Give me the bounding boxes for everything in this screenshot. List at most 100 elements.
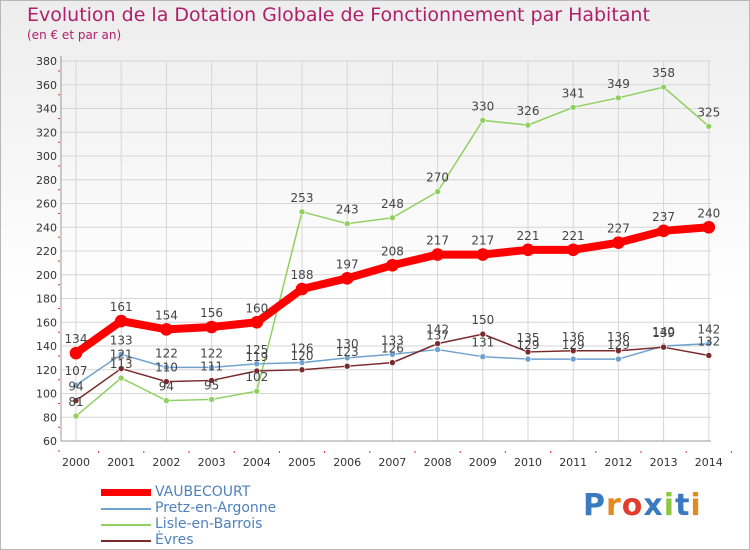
data-label: 243 [336, 203, 359, 217]
data-point-pretz-en-argonne [208, 364, 215, 371]
data-label: 221 [562, 229, 585, 243]
proxiti-logo: Proxiti [583, 488, 702, 523]
data-point-vaubecourt [340, 272, 354, 285]
y-tick-label: 180 [36, 293, 57, 306]
data-label: 208 [381, 244, 404, 258]
data-label: 129 [607, 338, 630, 352]
data-label: 161 [110, 300, 133, 314]
data-point-vaubecourt [205, 320, 218, 334]
y-tick-label: 360 [36, 79, 57, 92]
data-point-vaubecourt [702, 220, 716, 234]
data-point-lisle-en-barrois [208, 396, 215, 403]
data-label: 240 [697, 206, 720, 220]
data-label: 197 [336, 257, 359, 271]
legend-swatch-pretz [101, 508, 151, 510]
data-point-pretz-en-argonne [163, 364, 170, 371]
data-point-evres [389, 359, 396, 366]
data-point-pretz-en-argonne [434, 346, 441, 353]
data-label: 154 [155, 308, 178, 322]
y-tick-label: 280 [36, 174, 57, 187]
logo-letter: t [675, 488, 691, 523]
y-tick-label: 300 [36, 150, 57, 163]
data-point-evres [208, 377, 215, 384]
data-label: 160 [245, 301, 268, 315]
y-tick-label: 60 [43, 435, 57, 448]
data-label: 125 [245, 343, 268, 357]
legend-label: Lisle-en-Barrois [155, 516, 263, 532]
data-labels: 134 161 154 156 160 188 197 208 217 217 221 221 227 2… [65, 66, 721, 409]
data-point-pretz-en-argonne [72, 381, 80, 389]
legend-label: Èvres [155, 532, 194, 548]
data-label: 142 [697, 323, 720, 337]
data-label: 341 [562, 86, 585, 100]
logo-letter: i [663, 488, 676, 523]
data-label: 140 [652, 325, 675, 339]
x-tick-label: 2002 [152, 456, 180, 469]
data-point-evres [117, 365, 125, 372]
data-label: 221 [517, 229, 540, 243]
data-label: 81 [68, 395, 83, 409]
x-tick-label: 2008 [424, 456, 452, 469]
grid [61, 60, 711, 442]
data-label: 123 [336, 345, 359, 359]
data-point-evres [253, 367, 261, 375]
data-point-pretz-en-argonne [569, 355, 577, 363]
data-point-lisle-en-barrois [253, 387, 261, 395]
data-point-vaubecourt [521, 243, 535, 257]
data-label: 133 [381, 333, 404, 347]
data-label: 129 [517, 338, 540, 352]
data-label: 150 [471, 313, 494, 327]
data-point-vaubecourt [386, 258, 399, 272]
data-label: 270 [426, 171, 449, 185]
data-point-lisle-en-barrois [660, 83, 667, 91]
data-label: 237 [652, 210, 675, 224]
data-point-evres [705, 352, 713, 359]
legend-swatch-lisle [101, 524, 151, 526]
data-point-vaubecourt [69, 346, 83, 360]
legend-swatch-evres [101, 540, 151, 542]
data-label: 110 [155, 361, 178, 375]
data-label: 132 [697, 335, 720, 349]
data-label: 121 [110, 348, 133, 362]
data-label: 126 [291, 342, 314, 356]
x-tick-label: 2007 [378, 456, 406, 469]
data-point-vaubecourt [250, 315, 264, 329]
data-label: 102 [245, 370, 268, 384]
data-label: 330 [471, 99, 494, 113]
y-tick-label: 200 [36, 269, 57, 282]
data-point-evres [615, 347, 622, 355]
y-tick-label: 100 [36, 388, 57, 401]
data-point-evres [434, 340, 441, 347]
x-tick-label: 2014 [695, 456, 723, 469]
data-label: 107 [65, 364, 88, 378]
data-label: 142 [426, 323, 449, 337]
data-label: 217 [426, 234, 449, 248]
data-point-pretz-en-argonne [343, 354, 351, 362]
data-label: 122 [200, 346, 223, 360]
data-point-lisle-en-barrois [117, 374, 125, 382]
data-point-vaubecourt [431, 248, 444, 261]
data-point-pretz-en-argonne [479, 353, 487, 360]
data-label: 133 [110, 333, 133, 347]
data-point-vaubecourt [612, 236, 625, 249]
data-label: 135 [517, 331, 540, 345]
axes: 60 80 100 120 140 160 180 200 220 240 260 280 300 320… [36, 55, 732, 469]
data-point-evres [343, 362, 351, 370]
y-tick-label: 80 [43, 411, 57, 424]
legend-label: VAUBECOURT [155, 484, 251, 500]
data-label: 358 [652, 66, 675, 80]
data-point-lisle-en-barrois [615, 94, 622, 102]
legend-label: Pretz-en-Argonne [155, 500, 277, 516]
y-tick-label: 160 [36, 316, 57, 329]
y-tick-label: 320 [36, 126, 57, 139]
x-tick-label: 2012 [604, 456, 632, 469]
data-label: 139 [652, 326, 675, 340]
data-point-lisle-en-barrois [479, 117, 487, 124]
data-point-vaubecourt [476, 248, 490, 261]
data-point-lisle-en-barrois [298, 208, 306, 216]
data-point-evres [479, 330, 487, 338]
data-label: 113 [110, 357, 133, 371]
data-label: 253 [291, 191, 314, 205]
data-label: 326 [517, 104, 540, 118]
data-point-evres [72, 397, 80, 404]
